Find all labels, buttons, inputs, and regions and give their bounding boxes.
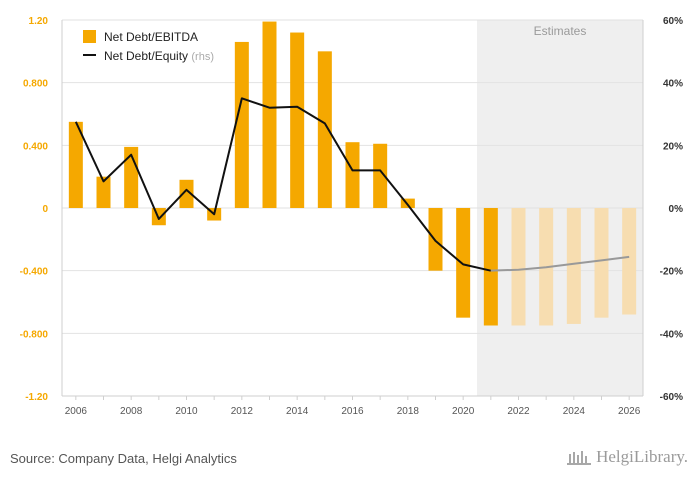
brand-name: HelgiLibrary. (596, 447, 688, 466)
y-tick-label-left: 0.400 (23, 141, 48, 152)
y-tick-label-right: -60% (660, 392, 683, 403)
y-tick-label-right: -40% (660, 329, 683, 340)
footer: Source: Company Data, Helgi Analytics He… (0, 440, 700, 483)
bar-2026 (622, 208, 637, 315)
y-tick-label-left: -0.800 (20, 329, 49, 340)
y-tick-label-right: 40% (663, 79, 683, 90)
y-tick-label-left: -1.20 (25, 392, 48, 403)
line-series-estimates (490, 255, 630, 272)
y-tick-label-left: 0.800 (23, 79, 48, 90)
bar-2021 (483, 208, 498, 326)
y-tick-label-right: 60% (663, 16, 683, 27)
x-tick-label: 2026 (618, 406, 641, 417)
bar-2020 (456, 208, 471, 318)
bar-2010 (179, 179, 194, 208)
bar-2014 (290, 32, 305, 209)
source-text: Source: Company Data, Helgi Analytics (10, 451, 237, 466)
y-tick-label-right: 20% (663, 141, 683, 152)
bar-2017 (373, 143, 388, 208)
bar-2022 (511, 208, 526, 326)
x-tick-label: 2014 (286, 406, 309, 417)
bar-2025 (594, 208, 609, 318)
line-series-actual (74, 97, 492, 272)
bar-2006 (68, 121, 83, 208)
bar-2007 (96, 176, 111, 208)
bar-2024 (566, 208, 581, 324)
brand-logo[interactable]: HelgiLibrary. (566, 447, 688, 467)
x-tick-label: 2016 (341, 406, 364, 417)
x-tick-label: 2024 (563, 406, 586, 417)
x-tick-label: 2008 (120, 406, 143, 417)
bar-2012 (234, 41, 249, 208)
x-tick-label: 2018 (397, 406, 420, 417)
x-tick-label: 2010 (175, 406, 198, 417)
x-tick-label: 2020 (452, 406, 475, 417)
bar-2016 (345, 142, 360, 208)
y-tick-label-left: 1.20 (29, 16, 49, 27)
bar-2015 (317, 51, 332, 209)
x-tick-label: 2006 (65, 406, 88, 417)
legend-line-label: Net Debt/Equity (rhs) (104, 49, 214, 63)
chart-area: Estimates 1.20 0.800 0.400 0 -0.400 -0.800 -1.2… (20, 16, 684, 417)
y-tick-label-left: 0 (42, 204, 48, 215)
x-tick-label: 2012 (231, 406, 254, 417)
estimates-label: Estimates (534, 24, 587, 38)
legend-bar-swatch (83, 30, 96, 43)
bar-2013 (262, 21, 277, 208)
x-tick-label: 2022 (507, 406, 530, 417)
y-tick-label-left: -0.400 (20, 267, 49, 278)
library-icon (567, 451, 592, 465)
y-tick-label-right: -20% (660, 267, 683, 278)
y-tick-label-right: 0% (669, 204, 684, 215)
legend-bar-label: Net Debt/EBITDA (104, 30, 198, 44)
legend-rhs-suffix: (rhs) (191, 51, 214, 63)
chart-svg: Estimates 1.20 0.800 0.400 0 -0.400 -0.800 -1.2… (20, 16, 684, 417)
